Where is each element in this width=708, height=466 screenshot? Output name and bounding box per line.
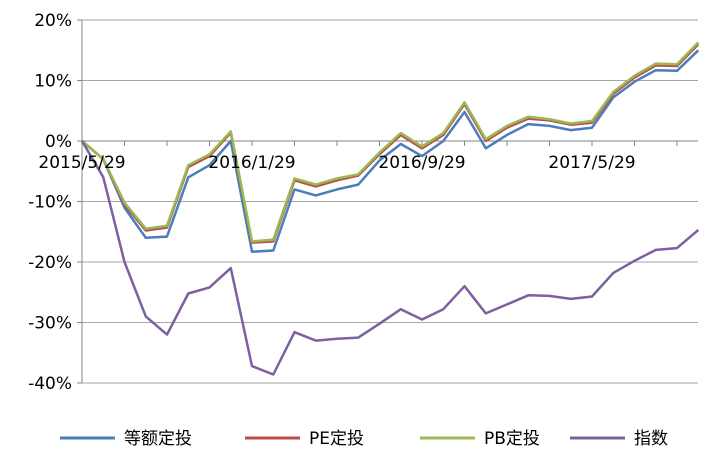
- y-axis-ticks: 20% 10% 0% -10% -20% -30% -40%: [28, 11, 72, 394]
- legend: 等额定投 PE定投 PB定投 指数: [60, 429, 668, 449]
- x-tick-label: 2016/1/29: [208, 153, 295, 173]
- legend-label: PE定投: [309, 429, 364, 449]
- y-tick-label: -30%: [28, 314, 72, 334]
- axes: [77, 19, 698, 384]
- series-layer: [80, 41, 700, 376]
- y-tick-label: -20%: [28, 253, 72, 273]
- grid: [82, 19, 698, 384]
- y-tick-label: 10%: [34, 72, 72, 92]
- y-tick-label: -10%: [28, 193, 72, 213]
- y-tick-label: 20%: [34, 11, 72, 31]
- x-tick-label: 2017/5/29: [548, 153, 635, 173]
- legend-label: 指数: [634, 429, 668, 449]
- y-tick-label: 0%: [45, 132, 72, 152]
- series-line-2: [81, 41, 700, 243]
- x-axis-ticks: 2015/5/29 2016/1/29 2016/9/29 2017/5/29: [38, 153, 635, 173]
- legend-label: PB定投: [484, 429, 540, 449]
- x-tick-label: 2015/5/29: [38, 153, 125, 173]
- series-line-3: [80, 140, 700, 376]
- y-tick-label: -40%: [28, 374, 72, 394]
- legend-label: 等额定投: [124, 429, 192, 449]
- x-tick-label: 2016/9/29: [378, 153, 465, 173]
- series-line-0: [81, 49, 700, 253]
